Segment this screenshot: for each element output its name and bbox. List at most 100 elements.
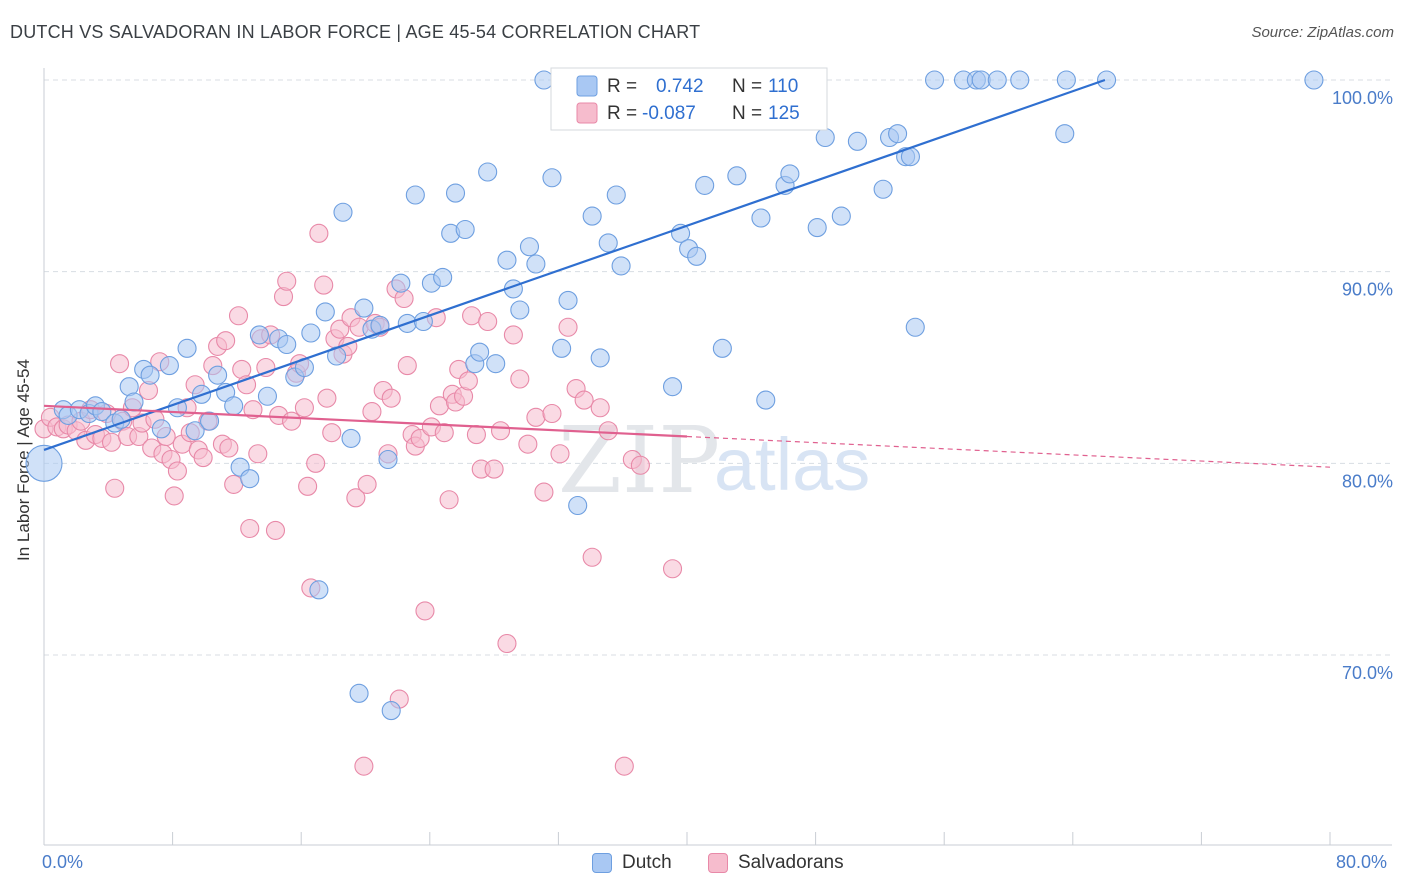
dutch-point xyxy=(354,298,374,318)
salvadorans-point xyxy=(240,518,260,539)
dutch-point xyxy=(208,365,228,385)
dutch-point xyxy=(1056,70,1076,90)
y-tick-label: 80.0% xyxy=(1342,471,1393,491)
dutch-point xyxy=(611,256,631,276)
dutch-point xyxy=(378,449,398,470)
dutch-point xyxy=(92,402,112,422)
salvadorans-point xyxy=(574,390,594,410)
dutch-point xyxy=(807,218,827,238)
salvadorans-point xyxy=(362,402,382,422)
legend-n-label-salvadorans: N = xyxy=(732,103,762,124)
salvadorans-point xyxy=(101,432,122,452)
dutch-point xyxy=(971,70,991,90)
salvadorans-point xyxy=(484,459,504,479)
salvadorans-point xyxy=(381,388,401,408)
salvadorans-point xyxy=(434,423,454,443)
dutch-point xyxy=(780,164,800,184)
dutch-point xyxy=(470,342,490,362)
watermark: ZIP atlas xyxy=(558,407,870,514)
x-tick-label-min: 0.0% xyxy=(42,852,84,872)
dutch-point xyxy=(662,377,683,397)
legend-swatch-salvadorans xyxy=(576,102,598,124)
salvadorans-point xyxy=(322,423,342,443)
legend-n-value-salvadorans: 125 xyxy=(768,103,800,124)
dutch-point xyxy=(727,166,747,186)
legend-r-label-salvadorans: R = xyxy=(607,103,637,124)
salvadorans-point xyxy=(518,434,538,454)
salvadorans-point xyxy=(490,421,511,441)
legend-swatch-dutch xyxy=(576,75,598,97)
salvadorans-point xyxy=(415,601,435,621)
salvadorans-point xyxy=(243,400,263,420)
dutch-point xyxy=(25,444,63,482)
salvadorans-point xyxy=(466,425,486,445)
dutch-point xyxy=(712,338,732,358)
dutch-point xyxy=(751,208,771,228)
dutch-point xyxy=(301,323,321,343)
salvadorans-point xyxy=(410,428,430,448)
bottom-legend: Dutch Salvadorans xyxy=(0,852,1406,878)
dutch-point xyxy=(542,168,562,188)
salvadorans-point xyxy=(314,275,334,295)
y-tick-label: 90.0% xyxy=(1342,280,1393,300)
x-tick-label-max: 80.0% xyxy=(1336,852,1388,872)
salvadorans-point xyxy=(503,325,523,345)
salvadorans-point xyxy=(598,421,618,441)
dutch-point xyxy=(309,580,329,600)
dutch-point xyxy=(349,683,369,703)
salvadorans-point xyxy=(265,520,286,540)
dutch-point xyxy=(433,267,453,287)
dutch-point xyxy=(333,202,353,222)
salvadorans-point xyxy=(590,398,610,418)
dutch-point xyxy=(519,237,540,257)
y-tick-labels: 70.0% 80.0% 90.0% 100.0% xyxy=(1332,88,1393,683)
salvadorans-point xyxy=(282,411,302,431)
dutch-point xyxy=(815,127,835,148)
salvadorans-point xyxy=(397,356,417,376)
dutch-point xyxy=(140,365,160,385)
watermark-atlas: atlas xyxy=(714,423,870,506)
dutch-point xyxy=(1055,124,1075,144)
chart-title: DUTCH VS SALVADORAN IN LABOR FORCE | AGE… xyxy=(10,22,701,42)
dutch-point xyxy=(582,206,602,226)
dutch-point xyxy=(558,290,578,310)
source-label: Source: ZipAtlas.com xyxy=(1251,24,1394,41)
dutch-point xyxy=(888,124,908,144)
dutch-point xyxy=(987,70,1007,90)
salvadorans-point xyxy=(497,633,517,654)
dutch-point xyxy=(598,233,618,253)
dutch-point xyxy=(534,70,554,90)
dutch-point xyxy=(925,70,945,90)
salvadorans-point xyxy=(306,453,326,473)
dutch-point xyxy=(224,396,244,416)
salvadorans-point xyxy=(478,311,498,332)
dutch-point xyxy=(370,315,390,335)
dutch-point xyxy=(478,162,498,182)
salvadorans-point xyxy=(534,482,554,502)
dutch-point xyxy=(151,419,171,439)
dutch-point xyxy=(590,348,610,368)
bottom-legend-salvadorans: Salvadorans xyxy=(708,852,844,874)
salvadorans-trend-line xyxy=(43,404,688,438)
salvadorans-point xyxy=(346,488,366,508)
dutch-point xyxy=(606,185,626,205)
dutch-point xyxy=(486,354,506,374)
dutch-point xyxy=(277,334,297,355)
salvadorans-point xyxy=(277,271,297,291)
dutch-point xyxy=(526,254,546,274)
salvadorans-point xyxy=(558,317,578,337)
dutch-point xyxy=(455,219,475,240)
dutch-point xyxy=(873,179,893,199)
dutch-point xyxy=(847,131,867,151)
dutch-point xyxy=(1097,70,1117,90)
salvadorans-point xyxy=(662,559,683,579)
dutch-point xyxy=(177,338,197,358)
legend-r-label-dutch: R = xyxy=(607,76,637,97)
salvadorans-point xyxy=(228,306,249,326)
salvadorans-point xyxy=(630,455,650,475)
salvadorans-point xyxy=(294,398,314,418)
dutch-point xyxy=(315,302,335,322)
y-tick-label: 70.0% xyxy=(1342,663,1393,683)
dutch-trend-line xyxy=(43,78,1106,451)
salvadorans-point xyxy=(614,756,634,776)
